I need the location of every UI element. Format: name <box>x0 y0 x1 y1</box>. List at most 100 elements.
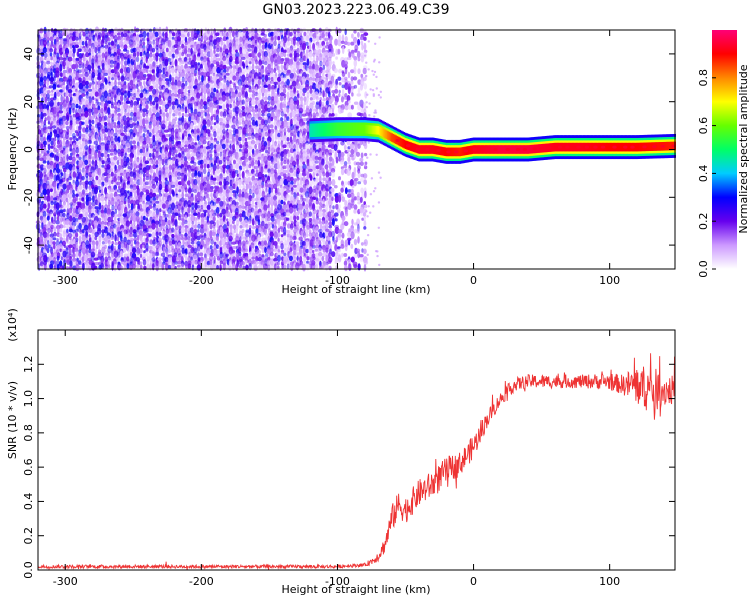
noise-speck <box>49 76 55 83</box>
noise-speck <box>138 127 143 134</box>
noise-speck <box>113 122 117 126</box>
noise-speck <box>135 56 140 63</box>
noise-speck <box>50 61 53 66</box>
noise-speck <box>62 139 66 147</box>
noise-speck <box>187 108 190 114</box>
noise-speck <box>47 202 51 210</box>
noise-speck <box>116 159 120 166</box>
noise-speck <box>65 147 69 154</box>
noise-speck <box>39 79 44 88</box>
noise-speck <box>282 232 287 236</box>
noise-speck <box>222 166 226 174</box>
noise-speck <box>49 48 54 53</box>
noise-speck <box>66 154 69 162</box>
noise-speck <box>78 105 81 109</box>
noise-speck <box>62 240 66 247</box>
noise-speck <box>40 167 43 173</box>
noise-speck <box>79 229 83 234</box>
noise-speck <box>154 61 159 65</box>
noise-speck <box>119 101 124 105</box>
noise-speck <box>254 160 258 165</box>
noise-speck <box>264 232 268 237</box>
noise-speck <box>218 105 223 109</box>
noise-speck <box>212 212 217 217</box>
noise-speck <box>95 240 99 247</box>
noise-speck <box>136 51 140 57</box>
noise-speck <box>251 64 255 71</box>
noise-speck <box>78 139 82 145</box>
noise-speck <box>61 32 66 36</box>
noise-speck <box>286 121 291 126</box>
noise-speck <box>62 96 66 104</box>
noise-speck <box>91 119 95 125</box>
noise-speck <box>229 103 232 109</box>
noise-speck <box>174 86 178 95</box>
noise-speck <box>68 83 73 90</box>
noise-speck <box>104 244 107 249</box>
noise-speck <box>91 148 95 156</box>
noise-speck <box>280 216 285 221</box>
noise-speck <box>77 115 82 121</box>
noise-speck <box>91 96 95 101</box>
noise-speck <box>139 178 143 186</box>
noise-speck <box>43 52 48 58</box>
noise-speck <box>84 132 90 137</box>
noise-speck <box>72 150 76 159</box>
noise-speck <box>94 248 98 254</box>
noise-speck <box>219 192 223 197</box>
noise-speck <box>56 168 61 174</box>
noise-speck <box>84 189 88 193</box>
noise-speck <box>95 245 99 250</box>
noise-speck <box>139 243 143 249</box>
noise-speck <box>48 176 54 181</box>
noise-speck <box>293 38 296 46</box>
noise-speck <box>155 84 159 89</box>
noise-speck <box>43 195 48 201</box>
noise-speck <box>232 220 235 225</box>
noise-speck <box>53 144 56 150</box>
noise-speck <box>210 192 213 198</box>
noise-speck <box>59 248 62 253</box>
noise-speck <box>206 264 211 268</box>
noise-speck <box>66 136 70 141</box>
noise-speck <box>113 213 118 218</box>
noise-speck <box>142 67 147 74</box>
noise-speck <box>149 103 153 109</box>
noise-speck <box>248 61 252 65</box>
noise-speck <box>59 51 63 58</box>
noise-speck <box>85 43 89 49</box>
noise-speck <box>69 215 73 223</box>
noise-speck <box>177 209 181 214</box>
noise-speck <box>66 114 70 122</box>
noise-speck <box>50 227 53 234</box>
noise-speck <box>241 255 245 261</box>
noise-speck <box>129 111 134 117</box>
noise-speck <box>139 51 143 57</box>
noise-speck <box>74 228 80 233</box>
noise-speck <box>114 208 118 215</box>
noise-speck <box>64 143 70 149</box>
noise-speck <box>46 150 50 154</box>
noise-speck <box>132 184 137 191</box>
noise-speck <box>98 116 103 123</box>
noise-speck <box>280 199 284 205</box>
noise-speck <box>250 197 256 202</box>
noise-speck <box>48 85 54 89</box>
noise-speck <box>90 251 96 258</box>
noise-speck <box>76 167 80 174</box>
noise-speck <box>178 221 182 226</box>
noise-speck <box>85 95 89 102</box>
noise-speck <box>59 67 62 74</box>
noise-speck <box>58 204 64 209</box>
noise-speck <box>94 206 100 210</box>
noise-speck <box>170 184 176 188</box>
noise-speck <box>171 32 176 37</box>
noise-speck <box>91 99 94 106</box>
noise-speck <box>226 39 229 47</box>
noise-speck <box>135 92 140 97</box>
noise-speck <box>81 121 85 125</box>
noise-speck <box>168 116 171 123</box>
noise-speck <box>192 36 198 40</box>
noise-speck <box>46 67 51 73</box>
noise-speck <box>202 139 207 145</box>
